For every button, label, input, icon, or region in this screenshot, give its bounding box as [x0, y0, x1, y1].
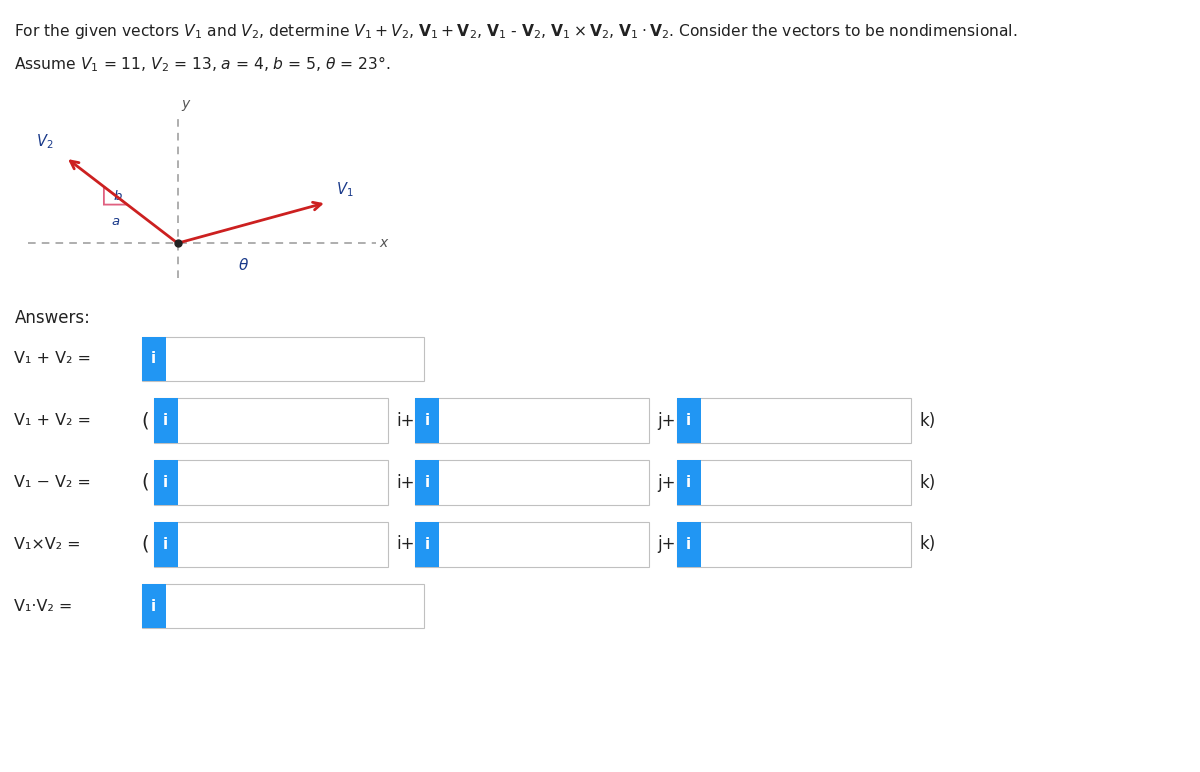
Bar [415, 522, 649, 567]
Bar [142, 337, 424, 381]
Text: $a$: $a$ [110, 215, 120, 228]
Text: i: i [151, 351, 156, 367]
Bar [415, 398, 439, 443]
Bar [677, 522, 701, 567]
Text: (: ( [142, 411, 149, 430]
Bar [154, 460, 388, 505]
Text: i: i [151, 598, 156, 614]
Bar [154, 522, 178, 567]
Text: k): k) [919, 411, 936, 430]
Bar [142, 584, 166, 628]
Bar [154, 398, 178, 443]
Bar [415, 460, 649, 505]
Text: k): k) [919, 535, 936, 554]
Bar [154, 398, 388, 443]
Text: j+: j+ [658, 473, 676, 492]
Text: j+: j+ [658, 535, 676, 554]
Text: i+: i+ [396, 411, 414, 430]
Bar [142, 337, 166, 381]
Text: Assume $V_1$ = 11, $V_2$ = 13, $a$ = 4, $b$ = 5, $\theta$ = 23°.: Assume $V_1$ = 11, $V_2$ = 13, $a$ = 4, … [14, 54, 391, 74]
Text: $x$: $x$ [379, 236, 390, 250]
Bar [415, 460, 439, 505]
Text: i: i [686, 537, 691, 552]
Text: V₁ + V₂ =: V₁ + V₂ = [14, 351, 91, 367]
Bar [415, 522, 439, 567]
Bar [154, 522, 388, 567]
Text: i: i [425, 413, 430, 428]
Text: i: i [686, 475, 691, 490]
Text: i: i [163, 413, 168, 428]
Bar [677, 398, 701, 443]
Text: (: ( [142, 473, 149, 492]
Text: V₁×V₂ =: V₁×V₂ = [14, 537, 82, 552]
Text: i: i [163, 475, 168, 490]
Text: i+: i+ [396, 473, 414, 492]
Bar [677, 460, 911, 505]
Text: $b$: $b$ [114, 188, 124, 202]
Text: For the given vectors $V_1$ and $V_2$, determine $V_1 + V_2$, $\mathbf{V}_1 + \m: For the given vectors $V_1$ and $V_2$, d… [14, 22, 1018, 41]
Text: V₁ − V₂ =: V₁ − V₂ = [14, 475, 91, 490]
Text: Answers:: Answers: [14, 309, 90, 327]
Text: i+: i+ [396, 535, 414, 554]
Text: $V_1$: $V_1$ [336, 180, 354, 198]
Text: $\theta$: $\theta$ [238, 257, 250, 273]
Text: i: i [686, 413, 691, 428]
Text: k): k) [919, 473, 936, 492]
Bar [677, 522, 911, 567]
Bar [677, 398, 911, 443]
Text: i: i [163, 537, 168, 552]
Text: i: i [425, 537, 430, 552]
Text: i: i [425, 475, 430, 490]
Bar [677, 460, 701, 505]
Text: j+: j+ [658, 411, 676, 430]
Text: (: ( [142, 535, 149, 554]
Bar [415, 398, 649, 443]
Text: $y$: $y$ [181, 99, 192, 113]
Text: $V_2$: $V_2$ [36, 133, 54, 151]
Text: V₁·V₂ =: V₁·V₂ = [14, 598, 73, 614]
Bar [142, 584, 424, 628]
Text: V₁ + V₂ =: V₁ + V₂ = [14, 413, 91, 428]
Bar [154, 460, 178, 505]
